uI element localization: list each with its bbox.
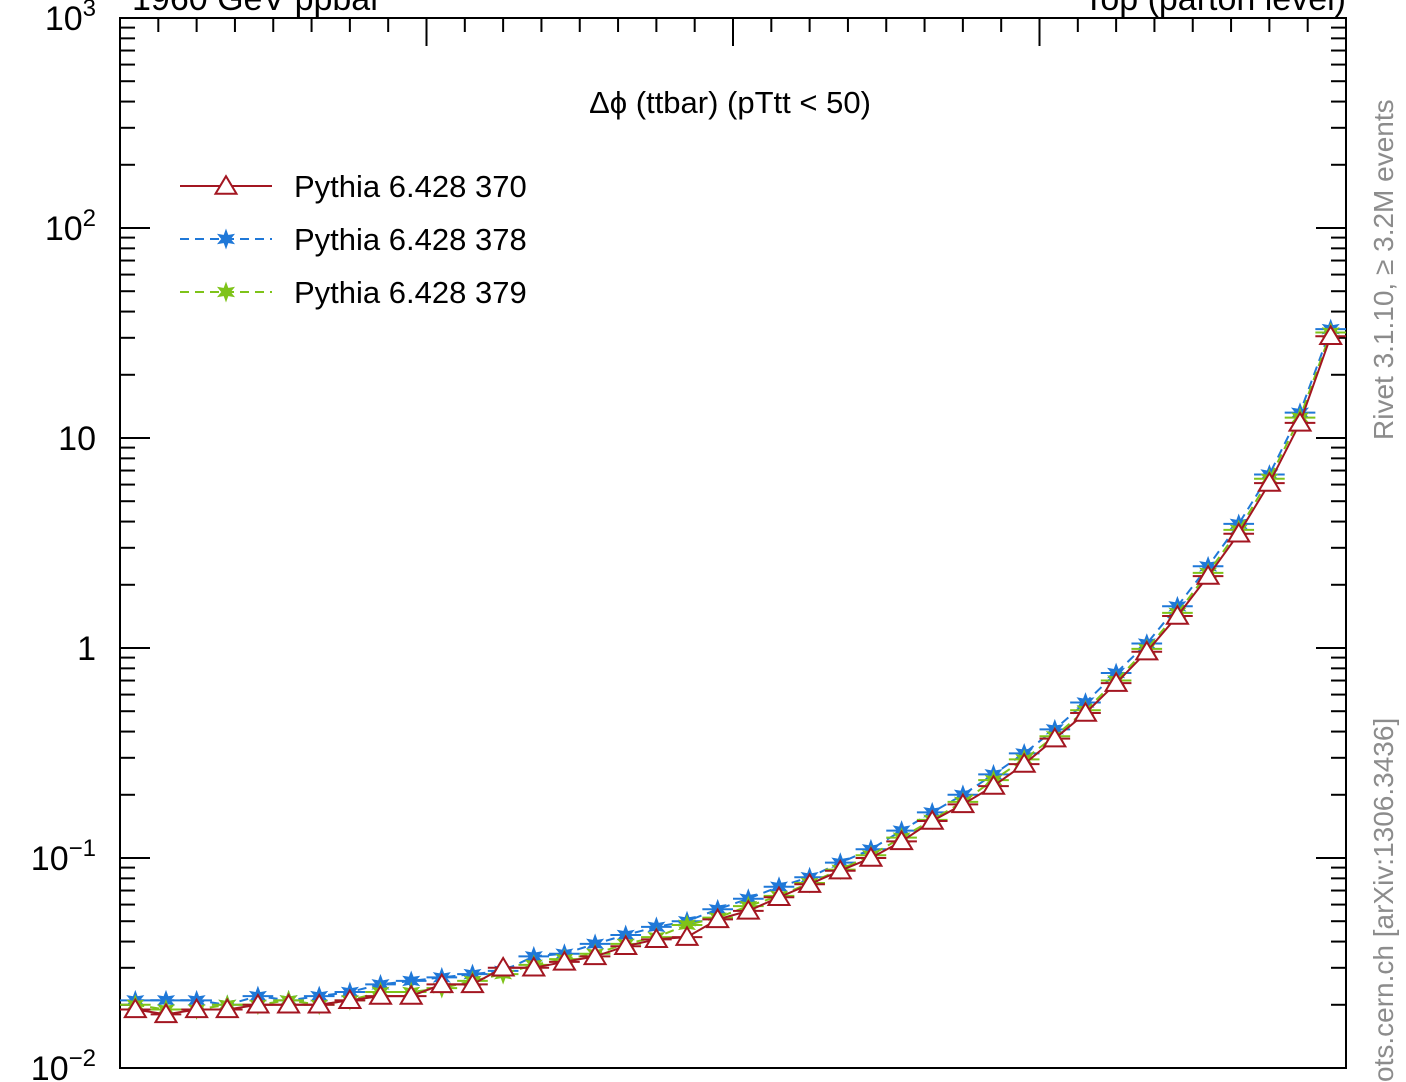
data-point-marker [213, 174, 239, 195]
data-point-marker [184, 997, 209, 1019]
side-label-source: ots.cern.ch [arXiv:1306.3436] [1368, 718, 1399, 1082]
data-point-marker [950, 792, 976, 814]
data-point-marker [1195, 564, 1221, 585]
data-point-marker [797, 872, 822, 893]
data-point-marker [216, 281, 236, 303]
data-point-marker [1318, 324, 1343, 345]
data-point-marker [1226, 522, 1251, 543]
series-group [120, 318, 1346, 1024]
y-tick-label: 1 [77, 630, 96, 668]
data-point-marker [215, 997, 240, 1019]
legend-entry: Pythia 6.428 370 [180, 169, 527, 204]
data-point-marker [490, 956, 516, 977]
y-tick-label: 10−1 [31, 835, 96, 878]
data-point-marker [368, 984, 393, 1005]
data-point-marker [276, 993, 301, 1014]
data-point-marker [1011, 752, 1037, 773]
data-point-marker [245, 993, 271, 1014]
data-point-marker [1042, 726, 1068, 748]
data-point-marker [216, 228, 236, 250]
data-point-marker [1257, 471, 1282, 492]
y-tick-label: 103 [45, 0, 96, 38]
y-tick-label: 10 [58, 420, 96, 458]
chart-title: Δϕ (ttbar) (pTtt < 50) [589, 85, 871, 120]
data-point-marker [889, 829, 914, 851]
data-point-marker [674, 925, 700, 946]
legend-entry: Pythia 6.428 379 [180, 275, 527, 310]
legend-label: Pythia 6.428 370 [294, 169, 527, 204]
legend-label: Pythia 6.428 379 [294, 275, 527, 310]
data-point-marker [552, 950, 577, 971]
data-point-marker [705, 907, 730, 929]
data-point-marker [1073, 701, 1098, 722]
data-point-marker [1287, 411, 1313, 432]
legend: Pythia 6.428 370 Pythia 6.428 378 Pythia 6… [180, 169, 527, 310]
axis-ticks-group [119, 17, 1347, 1069]
data-point-marker [858, 846, 884, 867]
data-point-marker [766, 885, 792, 906]
data-point-marker [398, 984, 424, 1005]
data-point-marker [981, 774, 1006, 795]
series-0 [120, 324, 1346, 1024]
data-point-marker [1103, 671, 1129, 692]
header-right-label: Top (parton level) [1083, 0, 1346, 18]
legend-label: Pythia 6.428 378 [294, 222, 527, 257]
data-point-marker [828, 858, 853, 880]
data-point-marker [429, 972, 455, 994]
data-point-marker [919, 809, 945, 830]
series-1 [120, 318, 1346, 1016]
header-left-label: 1960 GeV ppbar [132, 0, 382, 18]
data-point-marker [644, 927, 669, 949]
series-line [135, 328, 1332, 1006]
series-line [135, 332, 1332, 1011]
data-point-marker [153, 1002, 179, 1024]
data-point-marker [337, 988, 363, 1010]
y-tick-label: 102 [45, 205, 96, 248]
data-point-marker [306, 993, 332, 1014]
data-point-marker [123, 997, 148, 1019]
series-line [135, 335, 1332, 1016]
data-point-marker [1134, 639, 1160, 661]
data-point-marker [1165, 604, 1190, 625]
data-point-marker [460, 972, 485, 994]
data-point-marker [736, 899, 761, 920]
y-tick-label: 10−2 [31, 1045, 96, 1082]
data-point-marker [613, 934, 638, 955]
legend-entry: Pythia 6.428 378 [180, 222, 527, 257]
data-point-marker [582, 944, 608, 966]
side-label-rivet: Rivet 3.1.10, ≥ 3.2M events [1368, 99, 1399, 440]
data-point-marker [521, 956, 547, 977]
